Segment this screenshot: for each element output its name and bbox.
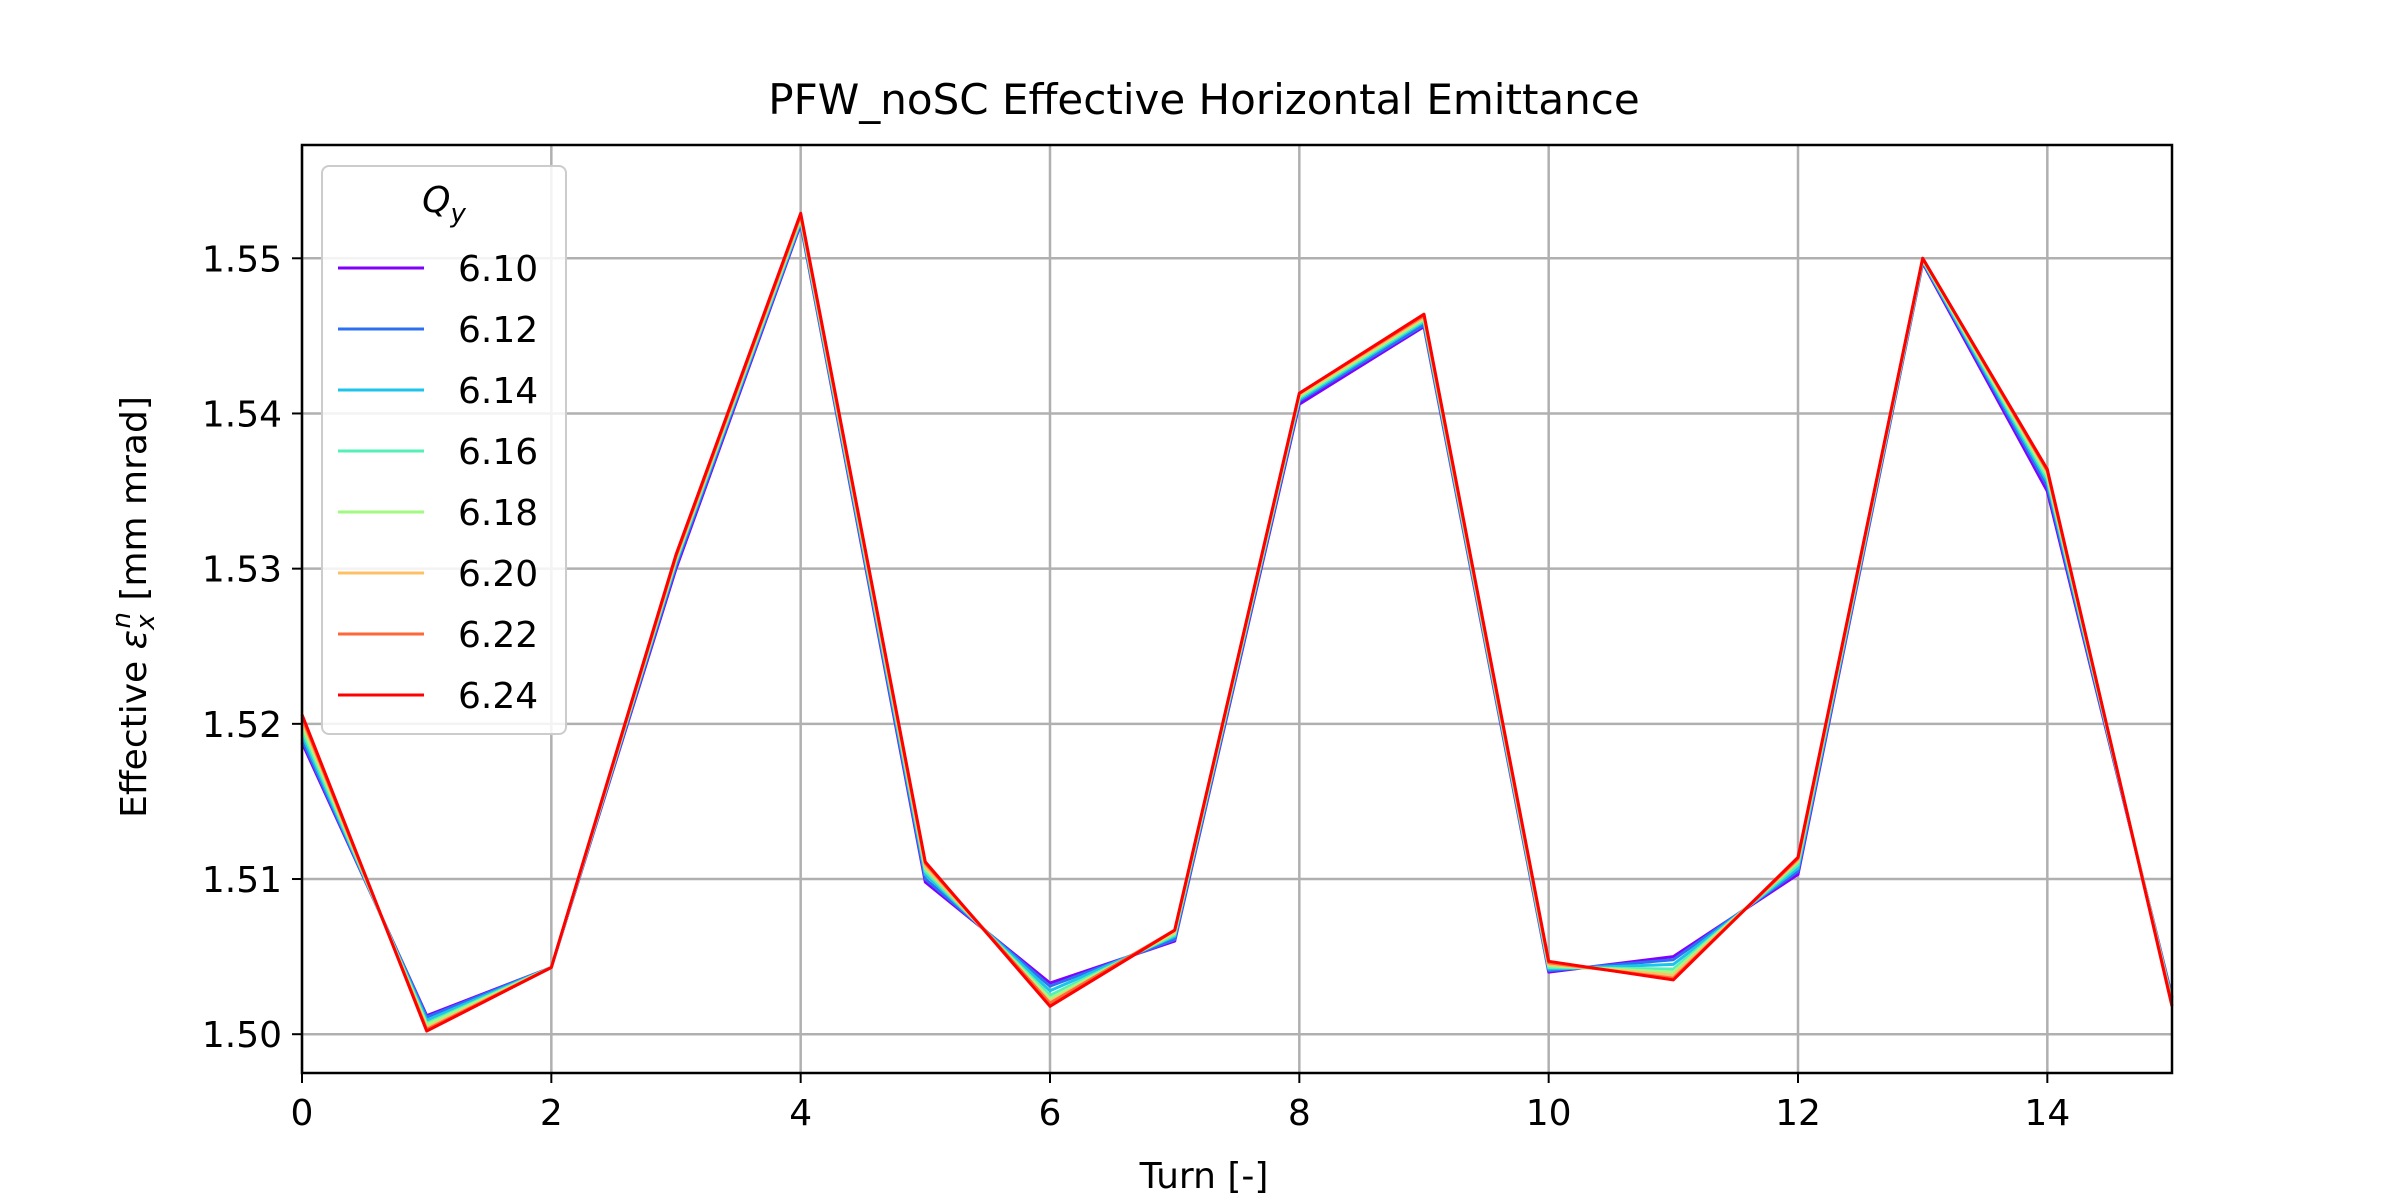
y-axis-ticks: 1.50 1.51 1.52 1.53 1.54 1.55 bbox=[202, 239, 302, 1056]
y-axis-label-suffix: [mm mrad] bbox=[114, 396, 155, 612]
y-tick-label: 1.54 bbox=[202, 394, 282, 435]
legend-label-6.24: 6.24 bbox=[458, 676, 538, 717]
y-axis-label-subscript: x bbox=[131, 614, 161, 631]
legend-label-6.22: 6.22 bbox=[458, 615, 538, 656]
y-axis-label-symbol: ε bbox=[114, 630, 155, 649]
x-axis-label: Turn [-] bbox=[1139, 1156, 1269, 1197]
x-tick-label: 2 bbox=[540, 1093, 563, 1134]
x-tick-label: 12 bbox=[1775, 1093, 1821, 1134]
y-axis-label-superscript: n bbox=[107, 612, 137, 628]
x-tick-label: 8 bbox=[1288, 1093, 1311, 1134]
legend-label-6.12: 6.12 bbox=[458, 310, 538, 351]
grid bbox=[300, 145, 2172, 1073]
y-axis-label: Effective εxn [mm mrad] bbox=[107, 396, 161, 818]
legend-title-subscript: y bbox=[449, 199, 466, 229]
chart-title: PFW_noSC Effective Horizontal Emittance bbox=[768, 75, 1639, 124]
legend-entries: 6.10 6.12 6.14 6.16 6.18 6.20 6.22 6.24 bbox=[338, 249, 538, 717]
x-tick-label: 6 bbox=[1039, 1093, 1062, 1134]
legend-box bbox=[321, 165, 567, 735]
legend-label-6.14: 6.14 bbox=[458, 371, 538, 412]
x-tick-label: 10 bbox=[1526, 1093, 1572, 1134]
y-tick-label: 1.51 bbox=[202, 860, 282, 901]
legend-title-main: Q bbox=[422, 180, 450, 221]
y-tick-label: 1.50 bbox=[202, 1015, 282, 1056]
y-tick-label: 1.53 bbox=[202, 550, 282, 591]
legend-title: Qy bbox=[422, 180, 466, 229]
y-tick-label: 1.55 bbox=[202, 239, 282, 280]
y-axis-label-prefix: Effective bbox=[114, 649, 155, 818]
plot-frame bbox=[300, 143, 2174, 1075]
x-tick-label: 4 bbox=[789, 1093, 812, 1134]
y-tick-label: 1.52 bbox=[202, 705, 282, 746]
legend-label-6.20: 6.20 bbox=[458, 554, 538, 595]
series-line-6.24 bbox=[300, 211, 2174, 1033]
legend: Qy 6.10 6.12 6.14 6.16 6.18 6.20 6.22 6.24 bbox=[321, 165, 567, 735]
x-tick-label: 0 bbox=[291, 1093, 314, 1134]
legend-label-6.10: 6.10 bbox=[458, 249, 538, 290]
legend-label-6.16: 6.16 bbox=[458, 432, 538, 473]
x-tick-label: 14 bbox=[2024, 1093, 2070, 1134]
legend-label-6.18: 6.18 bbox=[458, 493, 538, 534]
x-axis-ticks: 0 2 4 6 8 10 12 14 bbox=[291, 1073, 2070, 1134]
series-lines bbox=[300, 211, 2174, 1033]
